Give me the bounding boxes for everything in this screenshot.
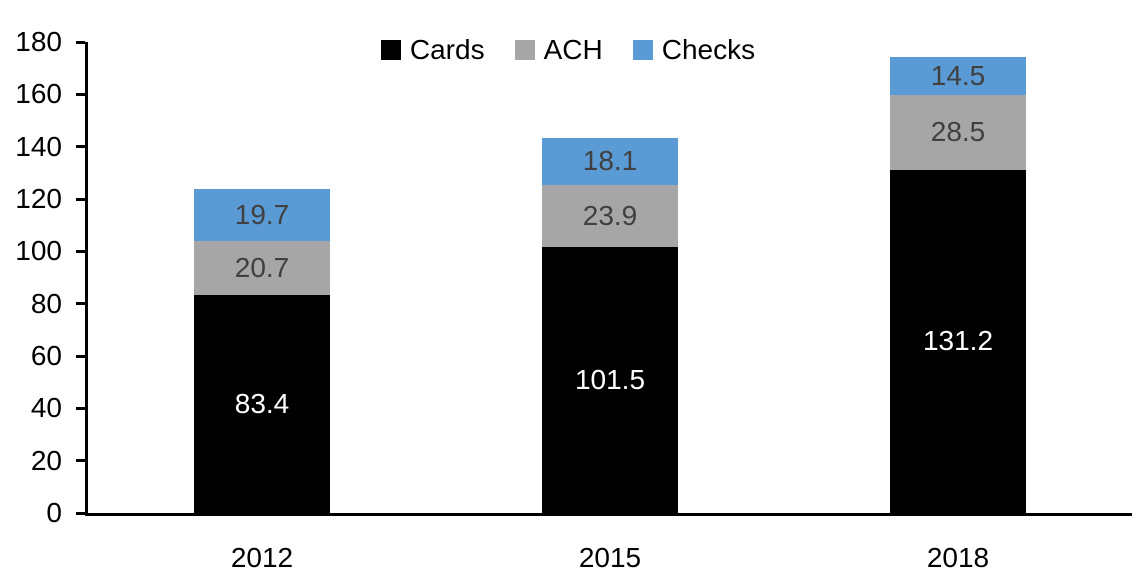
y-axis-tick-mark (76, 511, 85, 515)
y-axis-tick-mark (76, 40, 85, 44)
bar-value-label: 101.5 (574, 364, 646, 396)
y-axis-tick-mark (76, 406, 85, 410)
y-axis-tick-label: 140 (15, 130, 62, 162)
bar-segment-ach-2012: 20.7 (194, 240, 330, 295)
bar-value-label: 23.9 (582, 200, 638, 232)
y-axis-tick-mark (76, 354, 85, 358)
bar-segment-cards-2018: 131.2 (890, 169, 1026, 513)
legend-item-ach: ACH (514, 34, 603, 66)
y-axis-tick-mark (76, 249, 85, 253)
bar-value-label: 18.1 (582, 145, 638, 177)
y-axis-tick-label: 180 (15, 26, 62, 57)
x-axis-category-label: 2015 (578, 542, 642, 573)
legend-label: Checks (661, 34, 756, 65)
x-axis-line (85, 513, 1132, 516)
ach-color-swatch (514, 40, 535, 60)
y-axis-line (85, 42, 88, 516)
y-axis-tick-label: 100 (15, 235, 62, 267)
bar-segment-checks-2018: 14.5 (890, 57, 1026, 96)
y-axis-tick-label: 160 (15, 78, 62, 110)
chart-legend: Cards ACH Checks (0, 34, 1136, 66)
y-axis-tick-label: 40 (30, 392, 62, 424)
bar-segment-checks-2012: 19.7 (194, 189, 330, 241)
x-axis-category-label: 2012 (230, 542, 294, 573)
legend-label: Cards (409, 34, 485, 65)
y-axis-tick-mark (76, 145, 85, 149)
bar-segment-cards-2015: 101.5 (542, 247, 678, 513)
y-axis-tick-label: 120 (15, 183, 62, 214)
bar-segment-ach-2018: 28.5 (890, 95, 1026, 170)
legend-item-checks: Checks (632, 34, 756, 66)
y-axis-tick-mark (76, 302, 85, 306)
y-axis-tick-label: 80 (30, 287, 62, 319)
y-axis-tick-mark (76, 92, 85, 96)
bar-value-label: 83.4 (234, 387, 290, 419)
bar-value-label: 131.2 (922, 325, 994, 357)
cards-color-swatch (380, 40, 401, 60)
bar-segment-checks-2015: 18.1 (542, 137, 678, 185)
y-axis-tick-mark (76, 459, 85, 463)
bar-value-label: 20.7 (234, 251, 290, 283)
legend-item-cards: Cards (380, 34, 485, 66)
y-axis-tick-label: 0 (46, 497, 62, 528)
x-axis-category-label: 2018 (926, 542, 990, 573)
bar-value-label: 14.5 (930, 60, 986, 92)
y-axis-tick-label: 60 (30, 340, 62, 371)
bar-segment-cards-2012: 83.4 (194, 294, 330, 513)
checks-color-swatch (632, 40, 653, 60)
bar-value-label: 28.5 (930, 116, 986, 148)
legend-label: ACH (543, 34, 603, 65)
bar-segment-ach-2015: 23.9 (542, 184, 678, 248)
y-axis-tick-label: 20 (30, 444, 62, 476)
y-axis-tick-mark (76, 197, 85, 201)
bar-value-label: 19.7 (234, 198, 290, 230)
